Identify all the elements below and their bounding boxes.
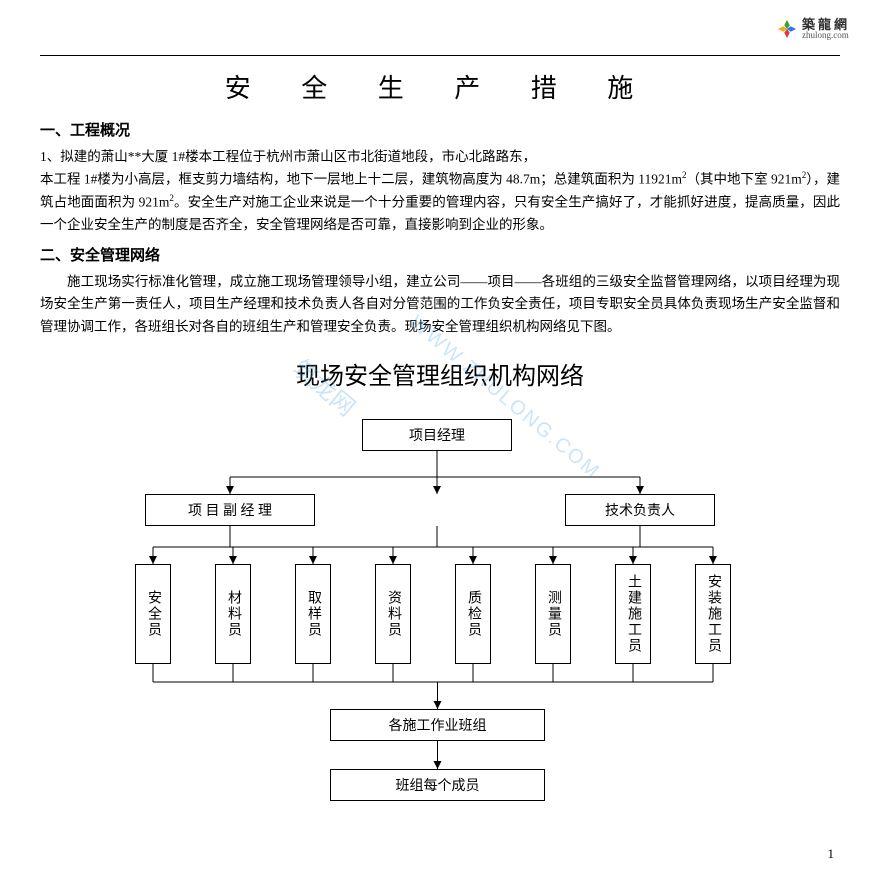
chart-node: 材料员: [215, 564, 251, 664]
section2-head: 二、安全管理网络: [40, 244, 840, 265]
s1-l2a: 本工程 1#楼为小高层，框支剪力墙结构，地下一层地上十二层，建筑物高度为 48.…: [40, 172, 682, 187]
chart-node: 取样员: [295, 564, 331, 664]
chart-node: 质检员: [455, 564, 491, 664]
logo: 築龍網 zhulong.com: [776, 18, 850, 40]
page-number: 1: [828, 846, 835, 862]
chart-node: 安全员: [135, 564, 171, 664]
chart-node: 项 目 副 经 理: [145, 494, 315, 526]
chart-node: 资料员: [375, 564, 411, 664]
section1-line2: 本工程 1#楼为小高层，框支剪力墙结构，地下一层地上十二层，建筑物高度为 48.…: [40, 168, 840, 236]
doc-title: 安 全 生 产 措 施: [40, 68, 840, 105]
chart-node: 土建施工员: [615, 564, 651, 664]
top-rule: [40, 55, 840, 56]
chart-node: 测量员: [535, 564, 571, 664]
chart-node: 项目经理: [362, 419, 512, 451]
s1-l2b: （其中地下室 921m: [687, 172, 802, 187]
logo-icon: [776, 18, 798, 40]
chart-node: 各施工作业班组: [330, 709, 545, 741]
chart-node: 安装施工员: [695, 564, 731, 664]
section1-line1: 1、拟建的萧山**大厦 1#楼本工程位于杭州市萧山区市北街道地段，市心北路路东，: [40, 146, 840, 168]
chart-node: 班组每个成员: [330, 769, 545, 801]
chart-title: 现场安全管理组织机构网络: [40, 356, 840, 391]
chart-node: 技术负责人: [565, 494, 715, 526]
org-chart: 项目经理项 目 副 经 理 技术负责人安全员 材料员 取样员 资料员 质检员 测量员 土建施工…: [40, 399, 840, 809]
section2-para: 施工现场实行标准化管理，成立施工现场管理领导小组，建立公司——项目——各班组的三…: [40, 271, 840, 338]
section1-head: 一、工程概况: [40, 119, 840, 140]
logo-en: zhulong.com: [802, 31, 850, 40]
